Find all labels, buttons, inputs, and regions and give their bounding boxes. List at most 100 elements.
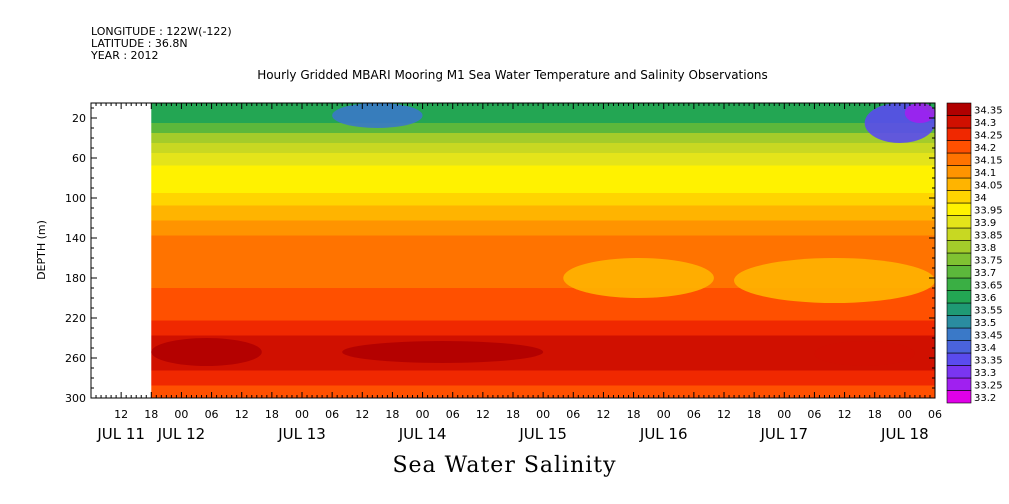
colorbar-swatch — [946, 265, 972, 279]
colorbar-label: 34.1 — [974, 168, 996, 179]
latitude-label: LATITUDE : 36.8N — [91, 37, 188, 50]
salinity-band — [151, 250, 935, 268]
colorbar-swatch — [946, 227, 972, 241]
colorbar-swatch — [946, 290, 972, 304]
colorbar-swatch — [946, 315, 972, 329]
salinity-band — [151, 320, 935, 336]
salinity-band — [151, 153, 935, 166]
colorbar-label: 33.7 — [974, 268, 996, 279]
bottom-title: Sea Water Salinity — [392, 453, 617, 478]
feature-salty-core-jul13 — [342, 341, 544, 363]
feature-salty-core-jul11 — [151, 338, 262, 366]
salinity-band — [151, 133, 935, 143]
colorbar-label: 33.9 — [974, 218, 996, 229]
colorbar-swatch — [946, 302, 972, 316]
x-hour-label: 12 — [596, 408, 610, 421]
feature-fresh-surface-jul13 — [332, 103, 423, 128]
x-hour-label: 18 — [868, 408, 882, 421]
colorbar-swatch — [946, 252, 972, 266]
colorbar-label: 33.85 — [974, 230, 1003, 241]
plot-area — [151, 103, 935, 398]
x-hour-label: 18 — [385, 408, 399, 421]
colorbar-label: 34 — [974, 193, 987, 204]
colorbar-label: 33.35 — [974, 355, 1003, 366]
colorbar-label: 33.75 — [974, 255, 1003, 266]
x-hour-label: 06 — [446, 408, 460, 421]
y-tick-label: 60 — [72, 152, 86, 165]
colorbar-swatch — [946, 202, 972, 216]
x-hour-label: 00 — [295, 408, 309, 421]
x-hour-label: 12 — [838, 408, 852, 421]
colorbar-swatch — [946, 165, 972, 179]
x-hour-label: 12 — [235, 408, 249, 421]
chart-title: Hourly Gridded MBARI Mooring M1 Sea Wate… — [257, 68, 768, 82]
x-hour-label: 18 — [747, 408, 761, 421]
x-hour-label: 12 — [114, 408, 128, 421]
salinity-band — [151, 305, 935, 321]
x-day-label: JUL 17 — [759, 425, 808, 443]
colorbar-label: 33.5 — [974, 318, 996, 329]
axes: 20 60 100 140 180 220 260 300 12 18 00 06 12 18 00 06 12… — [65, 102, 942, 443]
colorbar-label: 34.35 — [974, 105, 1003, 116]
x-day-label: JUL 14 — [398, 425, 447, 443]
colorbar-label: 34.3 — [974, 118, 996, 129]
x-day-label: JUL 15 — [518, 425, 567, 443]
salinity-band — [151, 143, 935, 153]
x-day-label: JUL 12 — [157, 425, 206, 443]
x-hour-label: 00 — [898, 408, 912, 421]
salinity-band — [151, 288, 935, 306]
y-tick-label: 300 — [65, 392, 86, 405]
colorbar-swatch — [946, 177, 972, 191]
year-label: YEAR : 2012 — [91, 49, 159, 62]
feature-salty-core-jul17 — [814, 341, 915, 366]
colorbar-label: 33.55 — [974, 305, 1003, 316]
salinity-band — [151, 220, 935, 236]
colorbar-swatch — [946, 352, 972, 366]
salinity-band — [151, 385, 935, 398]
colorbar-swatch — [946, 390, 972, 404]
colorbar-label: 34.15 — [974, 155, 1003, 166]
x-hour-label: 12 — [355, 408, 369, 421]
salinity-band — [151, 193, 935, 206]
colorbar-label: 33.6 — [974, 293, 996, 304]
x-hour-label: 06 — [205, 408, 219, 421]
colorbar-swatch — [946, 127, 972, 141]
colorbar-swatch — [946, 240, 972, 254]
colorbar-label: 33.8 — [974, 243, 996, 254]
colorbar-swatch — [946, 102, 972, 116]
y-tick-label: 220 — [65, 312, 86, 325]
colorbar-swatch — [946, 152, 972, 166]
salinity-band — [151, 180, 935, 193]
salinity-band — [151, 358, 935, 371]
salinity-band — [151, 335, 935, 348]
colorbar-label: 33.45 — [974, 330, 1003, 341]
feature-orange-midlayer-jul16 — [734, 258, 935, 303]
salinity-band — [151, 348, 935, 358]
x-hour-label: 12 — [476, 408, 490, 421]
x-day-label: JUL 16 — [639, 425, 688, 443]
salinity-band — [151, 205, 935, 221]
colorbar-label: 34.05 — [974, 180, 1003, 191]
y-tick-label: 260 — [65, 352, 86, 365]
salinity-band — [151, 165, 935, 181]
feature-fresh-surface-jul18 — [904, 103, 935, 123]
colorbar-label: 33.3 — [974, 368, 996, 379]
colorbar-label: 33.25 — [974, 380, 1003, 391]
salinity-band — [151, 123, 935, 133]
y-axis-label: DEPTH (m) — [35, 220, 48, 280]
x-hour-label: 06 — [807, 408, 821, 421]
y-tick-label: 100 — [65, 192, 86, 205]
colorbar-swatch — [946, 340, 972, 354]
x-hour-label: 00 — [174, 408, 188, 421]
x-hour-label: 00 — [657, 408, 671, 421]
x-hour-label: 18 — [506, 408, 520, 421]
colorbar-label: 33.4 — [974, 343, 996, 354]
y-tick-label: 140 — [65, 232, 86, 245]
colorbar-swatch — [946, 215, 972, 229]
y-tick-label: 180 — [65, 272, 86, 285]
x-hour-label: 00 — [777, 408, 791, 421]
colorbar-label: 33.95 — [974, 205, 1003, 216]
colorbar-label: 33.2 — [974, 393, 996, 404]
x-day-label: JUL 18 — [880, 425, 929, 443]
